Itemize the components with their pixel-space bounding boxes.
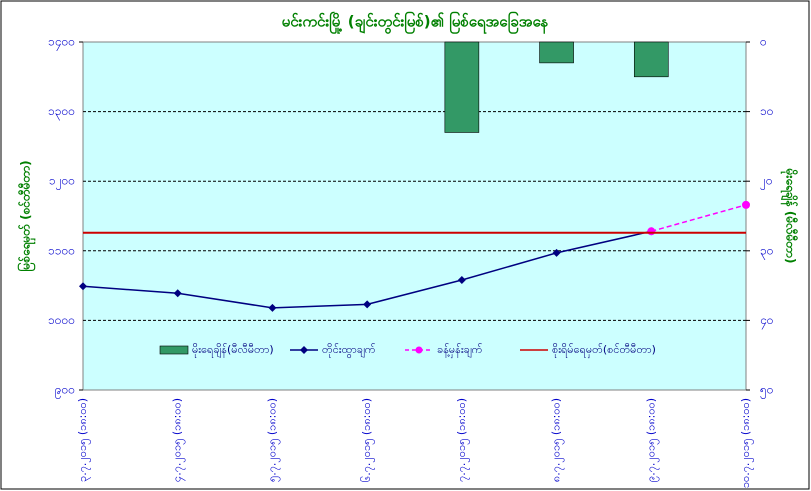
y-tick-label: ၁၄၀၀ <box>48 35 75 52</box>
y-tick-label: ၉၀၀ <box>55 383 75 400</box>
y-tick-label: ၁၂၀၀ <box>49 174 75 191</box>
point <box>268 303 277 312</box>
x-tick-label: ၉.၇.၂၀၁၅ (၁၈:၀၀) <box>644 398 659 482</box>
legend-swatch <box>159 345 189 355</box>
point <box>457 276 466 285</box>
point <box>552 248 561 257</box>
line <box>651 204 747 233</box>
y-tick-label: ၁၃၀၀ <box>48 104 75 121</box>
y2-tick-label: ၁၀ <box>760 104 774 118</box>
y2-tick-label: ၃၀ <box>760 243 774 260</box>
x-tick-label: ၇.၇.၂၀၁၅ (၁၈:၀၀) <box>455 398 470 482</box>
y2-tick-label: ၀ <box>760 35 767 49</box>
legend-label: တိုင်းထွာချက် <box>322 343 376 358</box>
y2-axis-label: မိုးရေချိန် (မီလီမီတာ) <box>780 168 800 264</box>
point <box>742 200 750 209</box>
bar <box>539 41 574 64</box>
point <box>79 282 87 291</box>
point <box>173 289 182 298</box>
bar <box>444 41 480 133</box>
legend-label: စိုးရိမ်ရေမှတ်(စင်တီမီတာ) <box>552 343 656 358</box>
legend-label: မိုးရေချိန်(မီလီမီတာ) <box>192 343 274 358</box>
legend-label: ခန့်မှန်းချက် <box>437 343 483 358</box>
x-tick-label: ၅.၇.၂၀၁၅ (၁၈:၀၀) <box>265 398 280 482</box>
plot-area <box>82 41 747 391</box>
bar <box>633 41 669 78</box>
x-tick-label: ၈.၇.၂၀၁၅ (၁၈:၀၀) <box>550 398 565 482</box>
point <box>647 227 656 236</box>
legend-marker <box>415 346 423 354</box>
x-tick-label: ၁၀.၇.၂၀၁၅ (၁၈:၀၀) <box>739 398 754 488</box>
y-tick-label: ၁၀၀၀ <box>48 313 75 327</box>
y2-tick-label: ၂၀ <box>760 174 773 191</box>
legend-marker <box>300 346 308 354</box>
point <box>363 300 372 309</box>
x-tick-label: ၆.၇.၂၀၁၅ (၁၈:၀၀) <box>360 398 375 482</box>
y-tick-label: ၁၁၀၀ <box>48 243 75 257</box>
x-tick-label: ၃.၇.၂၀၁၅ (၁၈:၀၀) <box>76 398 91 482</box>
x-tick-label: ၄.၇.၂၀၁၅ (၁၈:၀၀) <box>171 398 186 482</box>
y2-tick-label: ၅၀ <box>760 383 774 400</box>
y2-tick-label: ၄၀ <box>760 313 774 330</box>
y-axis-label: မြစ်ရေမှတ် (စင်တီမီတာ) <box>16 160 37 271</box>
